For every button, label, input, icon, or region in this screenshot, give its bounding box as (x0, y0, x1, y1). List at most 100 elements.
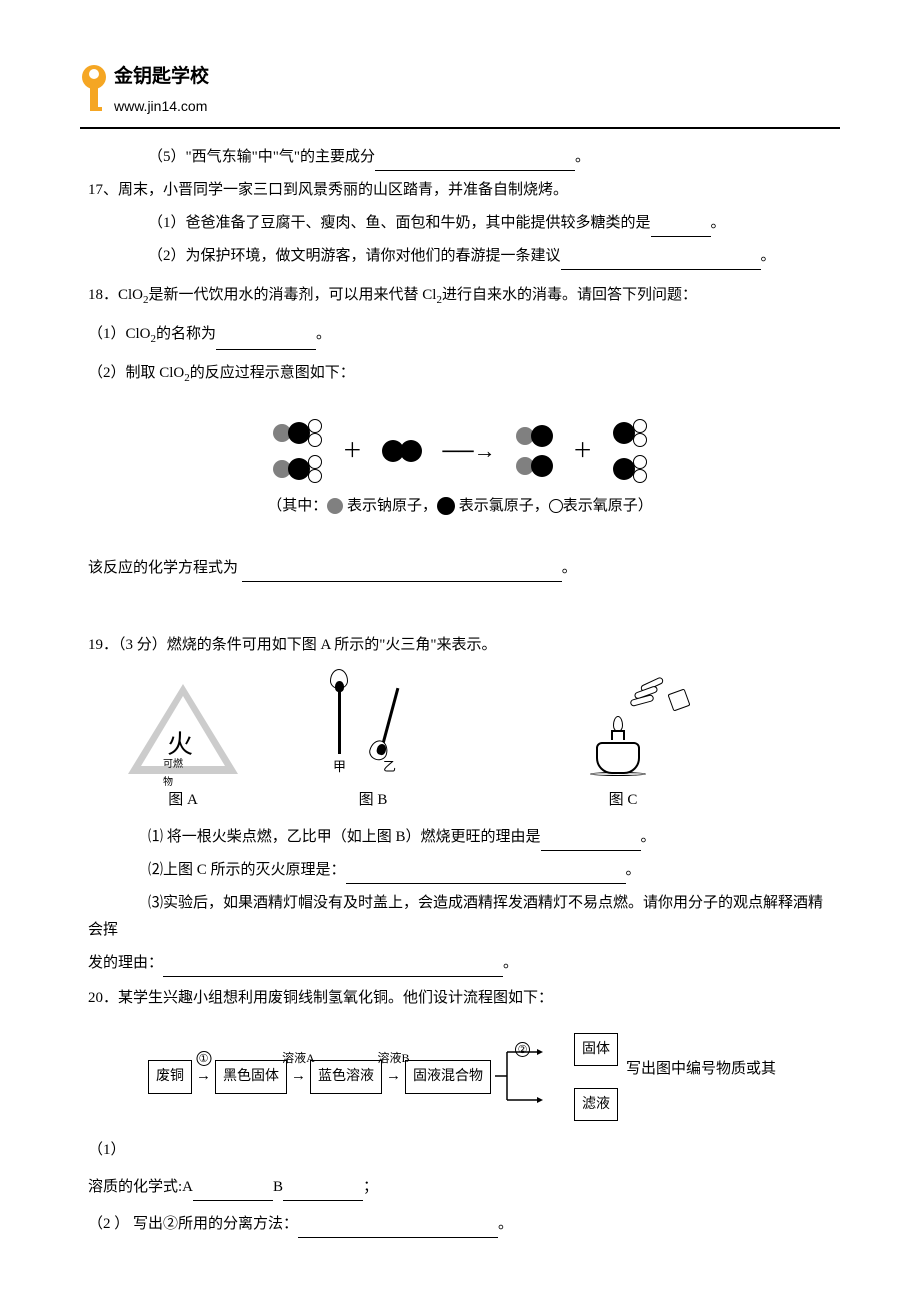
q19-3-b: 发的理由： (88, 955, 163, 971)
legend-ox: 表示氧原子） (563, 498, 653, 514)
page-header: 金钥匙学校 www.jin14.com (80, 60, 840, 119)
plus-icon: ＋ (342, 433, 362, 469)
fire-triangle-icon: 火 可燃物 (128, 684, 238, 774)
blank (163, 959, 503, 977)
q20-1-2c: ； (363, 1179, 378, 1195)
blank (283, 1183, 363, 1201)
q19-stem: 19．（3 分）燃烧的条件可用如下图 A 所示的"火三角"来表示。 (88, 632, 832, 659)
blank (375, 153, 575, 171)
q17-stem: 17、周末，小晋同学一家三口到风景秀丽的山区踏青，并准备自制烧烤。 (88, 177, 832, 204)
reaction-diagram: ＋ ──→ ＋ (88, 419, 832, 483)
header-divider (80, 127, 840, 129)
q16-5: （5）"西气东输"中"气"的主要成分 。 (88, 144, 832, 171)
q18-2-b: 的反应过程示意图如下： (190, 365, 355, 381)
q17-1-text: （1）爸爸准备了豆腐干、瘦肉、鱼、面包和牛奶，其中能提供较多糖类的是 (148, 215, 651, 231)
q20-2-b: 。 (498, 1216, 513, 1232)
arrow-lbl-a: 溶液A (282, 1048, 315, 1070)
match-a-label: 甲 (333, 755, 346, 778)
q19-2-suffix: 。 (626, 862, 641, 878)
flow-box-3: 蓝色溶液 (310, 1060, 382, 1093)
blank (242, 564, 562, 582)
q17-1-suffix: 。 (711, 215, 726, 231)
q18-stem-a: 18．ClO (88, 287, 143, 303)
q18-1: （1）ClO2的名称为。 (88, 321, 832, 350)
q19-3-line1: ⑶实验后，如果酒精灯帽没有及时盖上，会造成酒精挥发酒精灯不易点燃。请你用分子的观… (88, 890, 832, 944)
reactant-2 (382, 440, 422, 462)
ox-atom-icon (549, 499, 563, 513)
match-b-label: 乙 (383, 755, 396, 778)
q18-2: （2）制取 ClO2的反应过程示意图如下： (88, 360, 832, 389)
q17-2-text: （2）为保护环境，做文明游客，请你对他们的春游提一条建议 (148, 248, 561, 264)
q18-stem-b: 是新一代饮用水的消毒剂，可以用来代替 Cl (149, 287, 437, 303)
na-atom-icon (327, 498, 343, 514)
flow-box-5: 固体 (574, 1033, 618, 1066)
flow-diagram: 废铜 ①→ 黑色固体 溶液A→ 蓝色溶液 溶液B→ 固液混合物 ② (148, 1033, 618, 1121)
product-2 (613, 419, 647, 483)
q19-figures: 火 可燃物 图 A 甲 乙 图 B (118, 679, 832, 814)
legend-cl: 表示氯原子， (459, 498, 549, 514)
plus-icon: ＋ (573, 433, 593, 469)
flow-arrow-1: ①→ (196, 1063, 211, 1090)
q20-2: （2 ） 写出②所用的分离方法： 。 (88, 1211, 832, 1238)
flow-box-6: 滤液 (574, 1088, 618, 1121)
blank (216, 332, 316, 350)
q19-1-text: ⑴ 将一根火柴点燃，乙比甲（如上图 B）燃烧更旺的理由是 (148, 829, 541, 845)
cl-atom-icon (437, 497, 455, 515)
q18-stem: 18．ClO2是新一代饮用水的消毒剂，可以用来代替 Cl2进行自来水的消毒。请回… (88, 282, 832, 311)
q18-eq-a: 该反应的化学方程式为 (88, 560, 242, 576)
q19-3-c: 。 (503, 955, 518, 971)
q16-5-suffix: 。 (575, 149, 590, 165)
q17-1: （1）爸爸准备了豆腐干、瘦肉、鱼、面包和牛奶，其中能提供较多糖类的是 。 (88, 210, 832, 237)
q20-1-2b: B (273, 1179, 283, 1195)
q17-2-suffix: 。 (761, 248, 776, 264)
q18-1-b: 的名称为 (156, 326, 216, 342)
flow-box-2: 黑色固体 (215, 1060, 287, 1093)
tri-bottom-label: 可燃物 (163, 756, 183, 792)
flow-box-4: 固液混合物 (405, 1060, 491, 1093)
fig-c-label: 图 C (609, 787, 638, 814)
q18-1-c: 。 (316, 326, 331, 342)
flow-arrow-3: 溶液B→ (386, 1063, 401, 1090)
lamp-icon (558, 679, 688, 779)
blank (561, 252, 761, 270)
q20-1-line2: 溶质的化学式:A B ； (88, 1174, 832, 1201)
figure-c: 图 C (558, 679, 688, 814)
matches-icon: 甲 乙 (313, 679, 433, 779)
blank (346, 866, 626, 884)
legend-a: （其中： (267, 498, 327, 514)
flow-arrow-2: 溶液A→ (291, 1063, 306, 1090)
q20-1-text: 写出图中编号物质或其 (626, 1056, 776, 1083)
arrow-icon: ──→ (442, 431, 495, 471)
product-1 (516, 425, 553, 477)
figure-b: 甲 乙 图 B (308, 679, 438, 814)
brand-name: 金钥匙学校 (114, 60, 209, 94)
q20-1-lead: （1） (88, 1142, 126, 1158)
arrow-lbl-b: 溶液B (377, 1048, 409, 1070)
legend-na: 表示钠原子， (347, 498, 437, 514)
q16-5-text: （5）"西气东输"中"气"的主要成分 (148, 149, 375, 165)
q17-2: （2）为保护环境，做文明游客，请你对他们的春游提一条建议 。 (88, 243, 832, 270)
circle-1: ① (196, 1051, 211, 1066)
q19-3-line2: 发的理由： 。 (88, 950, 832, 977)
q18-equation: 该反应的化学方程式为 。 (88, 555, 832, 582)
q19-2-text: ⑵上图 C 所示的灭火原理是： (148, 862, 346, 878)
reaction-legend: （其中： 表示钠原子， 表示氯原子， 表示氧原子） (88, 493, 832, 520)
blank (651, 219, 711, 237)
q20-stem: 20．某学生兴趣小组想利用废铜线制氢氧化铜。他们设计流程图如下： (88, 985, 832, 1012)
q20-2-a: （2 ） 写出②所用的分离方法： (88, 1216, 298, 1232)
brand-url: www.jin14.com (114, 94, 209, 119)
q20-1-2a: 溶质的化学式:A (88, 1179, 193, 1195)
q19-1-suffix: 。 (641, 829, 656, 845)
q18-eq-b: 。 (562, 560, 577, 576)
q19-1: ⑴ 将一根火柴点燃，乙比甲（如上图 B）燃烧更旺的理由是 。 (88, 824, 832, 851)
q18-stem-c: 进行自来水的消毒。请回答下列问题： (442, 287, 697, 303)
blank (541, 833, 641, 851)
q19-2: ⑵上图 C 所示的灭火原理是： 。 (88, 857, 832, 884)
flow-box-1: 废铜 (148, 1060, 192, 1093)
figure-a: 火 可燃物 图 A (118, 679, 248, 814)
fig-b-label: 图 B (359, 787, 388, 814)
blank (298, 1220, 498, 1238)
reactant-1 (273, 419, 322, 483)
key-logo-icon (80, 65, 108, 115)
branch-lines-icon (495, 1046, 545, 1110)
